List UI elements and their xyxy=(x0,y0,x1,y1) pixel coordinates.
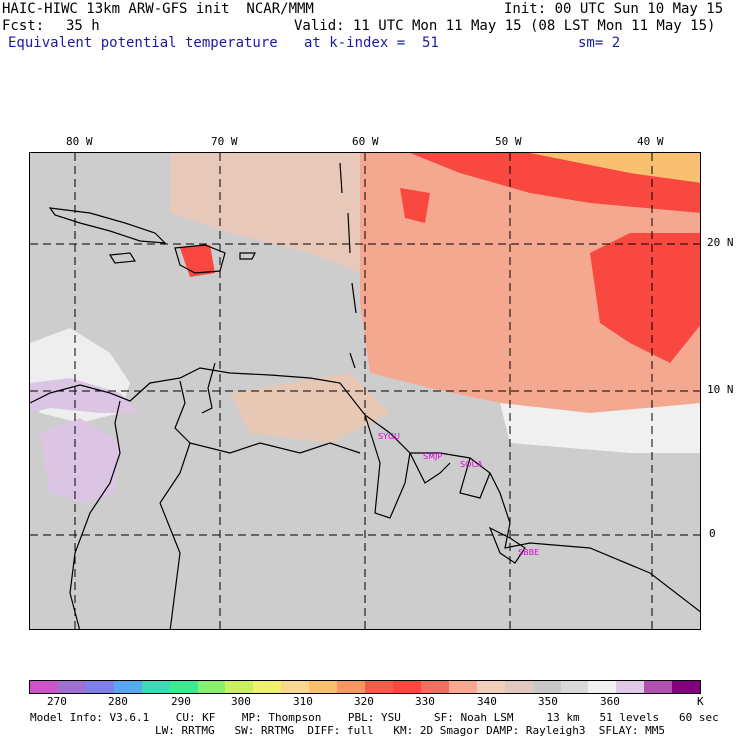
station-label: SOCA xyxy=(460,460,483,469)
colorbar-swatch xyxy=(532,681,561,693)
colorbar-swatch xyxy=(392,681,421,693)
colorbar-swatch xyxy=(113,681,142,693)
theta-e-white-band xyxy=(500,403,700,453)
colorbar-swatch xyxy=(420,681,449,693)
lat-lon-grid xyxy=(30,153,700,629)
colorbar-tick: 350 xyxy=(538,695,558,708)
colorbar-swatch xyxy=(672,681,701,693)
colorbar xyxy=(29,680,701,694)
colorbar-swatch xyxy=(253,681,282,693)
colorbar-tick: 290 xyxy=(171,695,191,708)
lon-label-60w: 60 W xyxy=(352,135,379,148)
colorbar-swatch xyxy=(85,681,114,693)
colorbar-swatch xyxy=(476,681,505,693)
model-info-line1: Model Info: V3.6.1 CU: KF MP: Thompson P… xyxy=(30,711,719,724)
colorbar-swatch xyxy=(309,681,338,693)
map-panel: SYGU SMJP SOCA SBBE xyxy=(29,152,701,630)
colorbar-swatch xyxy=(169,681,198,693)
lat-label-0: 0 xyxy=(709,527,716,540)
colorbar-swatch xyxy=(197,681,226,693)
theta-e-lavender-region xyxy=(30,378,140,413)
colorbar-swatch xyxy=(448,681,477,693)
colorbar-swatch xyxy=(644,681,673,693)
map-canvas: SYGU SMJP SOCA SBBE xyxy=(30,153,700,629)
valid-time: Valid: 11 UTC Mon 11 May 15 (08 LST Mon … xyxy=(294,18,716,34)
init-time: Init: 00 UTC Sun 10 May 15 xyxy=(504,1,724,17)
colorbar-swatch xyxy=(588,681,617,693)
colorbar-swatch xyxy=(30,681,58,693)
colorbar-tick: 340 xyxy=(477,695,497,708)
colorbar-swatch xyxy=(281,681,310,693)
colorbar-tick: 280 xyxy=(108,695,128,708)
colorbar-swatch xyxy=(616,681,645,693)
colorbar-unit: K xyxy=(697,695,704,708)
colorbar-swatch xyxy=(57,681,86,693)
theta-e-tan-region xyxy=(170,153,360,273)
theta-e-warm-ocean-region xyxy=(360,153,700,413)
lat-label-20n: 20 N xyxy=(707,236,734,249)
lon-label-40w: 40 W xyxy=(637,135,664,148)
lon-label-70w: 70 W xyxy=(211,135,238,148)
colorbar-swatch xyxy=(141,681,170,693)
colorbar-swatch xyxy=(504,681,533,693)
lat-label-10n: 10 N xyxy=(707,383,734,396)
colorbar-swatch xyxy=(365,681,393,693)
colorbar-tick: 330 xyxy=(415,695,435,708)
colorbar-tick: 270 xyxy=(47,695,67,708)
model-info-line2: LW: RRTMG SW: RRTMG DIFF: full KM: 2D Sm… xyxy=(155,724,665,737)
colorbar-swatch xyxy=(225,681,254,693)
model-title: HAIC-HIWC 13km ARW-GFS init NCAR/MMM xyxy=(2,1,314,17)
colorbar-swatch xyxy=(560,681,589,693)
theta-e-hottest-band xyxy=(530,153,700,183)
coastlines xyxy=(30,162,700,629)
colorbar-tick: 360 xyxy=(600,695,620,708)
colorbar-tick: 320 xyxy=(354,695,374,708)
theta-e-hot-patch xyxy=(400,188,430,223)
station-label: SYGU xyxy=(378,432,400,441)
colorbar-tick: 300 xyxy=(231,695,251,708)
theta-e-hot-cell xyxy=(590,233,700,363)
colorbar-swatch xyxy=(337,681,366,693)
smoothing-label: sm= 2 xyxy=(578,35,621,51)
lon-label-50w: 50 W xyxy=(495,135,522,148)
theta-e-lavender-region-south xyxy=(40,418,120,503)
forecast-hour: 35 h xyxy=(66,18,100,34)
forecast-label: Fcst: xyxy=(2,18,45,34)
station-label: SMJP xyxy=(423,452,442,461)
colorbar-tick: 310 xyxy=(293,695,313,708)
field-name: Equivalent potential temperature xyxy=(8,35,278,51)
level-label: at k-index = 51 xyxy=(304,35,439,51)
lon-label-80w: 80 W xyxy=(66,135,93,148)
station-label: SBBE xyxy=(518,548,539,557)
